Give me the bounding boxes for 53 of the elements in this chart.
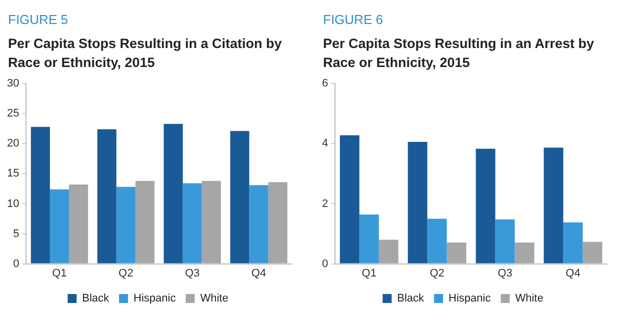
legend-label: Black xyxy=(397,292,425,305)
bar xyxy=(514,242,534,264)
bar xyxy=(427,218,447,264)
bar xyxy=(182,183,202,264)
bar xyxy=(68,184,88,264)
y-tick-label: 4 xyxy=(322,138,328,150)
x-tick-label: Q2 xyxy=(430,267,444,280)
caption: FIGURE 6 xyxy=(323,12,384,28)
chart-title: Per Capita Stops Resulting in a Citation by Race or Ethnicity, 2015 xyxy=(8,35,283,72)
bar xyxy=(50,189,69,264)
bar xyxy=(230,131,250,264)
legend-label: Hispanic xyxy=(134,292,176,305)
bar xyxy=(563,222,583,264)
x-tick-label: Q1 xyxy=(52,267,67,280)
bar xyxy=(202,180,221,264)
y-tick-label: 0 xyxy=(322,258,328,270)
x-tick-label: Q4 xyxy=(251,267,266,280)
y-tick-label: 15 xyxy=(6,168,20,180)
y-tick-label: 25 xyxy=(6,108,20,120)
bar xyxy=(544,148,564,264)
bar xyxy=(135,180,154,264)
x-tick-label: Q3 xyxy=(498,267,512,280)
bar xyxy=(30,126,50,264)
bar xyxy=(268,182,288,264)
y-tick-label: 2 xyxy=(322,198,328,210)
bar xyxy=(164,124,183,264)
caption: FIGURE 5 xyxy=(8,12,69,28)
bar xyxy=(359,214,379,264)
legend-label: Hispanic xyxy=(448,292,492,305)
y-tick-label: 30 xyxy=(6,78,20,90)
legend-label: Black xyxy=(82,292,110,305)
x-tick-label: Q3 xyxy=(184,267,200,280)
chart-title: Per Capita Stops Resulting in an Arrest by Race or Ethnicity, 2015 xyxy=(323,35,596,72)
bar xyxy=(378,240,398,264)
bar xyxy=(116,186,136,264)
bar xyxy=(249,185,268,264)
bar xyxy=(340,135,360,264)
bar xyxy=(582,242,602,264)
x-tick-label: Q4 xyxy=(566,267,580,280)
y-tick-label: 5 xyxy=(13,228,20,240)
legend-label: White xyxy=(515,292,544,305)
y-tick-label: 20 xyxy=(6,138,20,150)
legend-label: White xyxy=(200,292,228,305)
bar xyxy=(408,142,428,264)
x-tick-label: Q2 xyxy=(118,267,134,280)
y-tick-label: 10 xyxy=(6,198,20,210)
y-tick-label: 6 xyxy=(322,78,328,90)
bar xyxy=(446,242,466,264)
y-tick-label: 0 xyxy=(13,258,20,270)
bar xyxy=(97,129,116,264)
x-tick-label: Q1 xyxy=(362,267,376,280)
bar xyxy=(495,219,515,264)
bar xyxy=(476,148,496,264)
